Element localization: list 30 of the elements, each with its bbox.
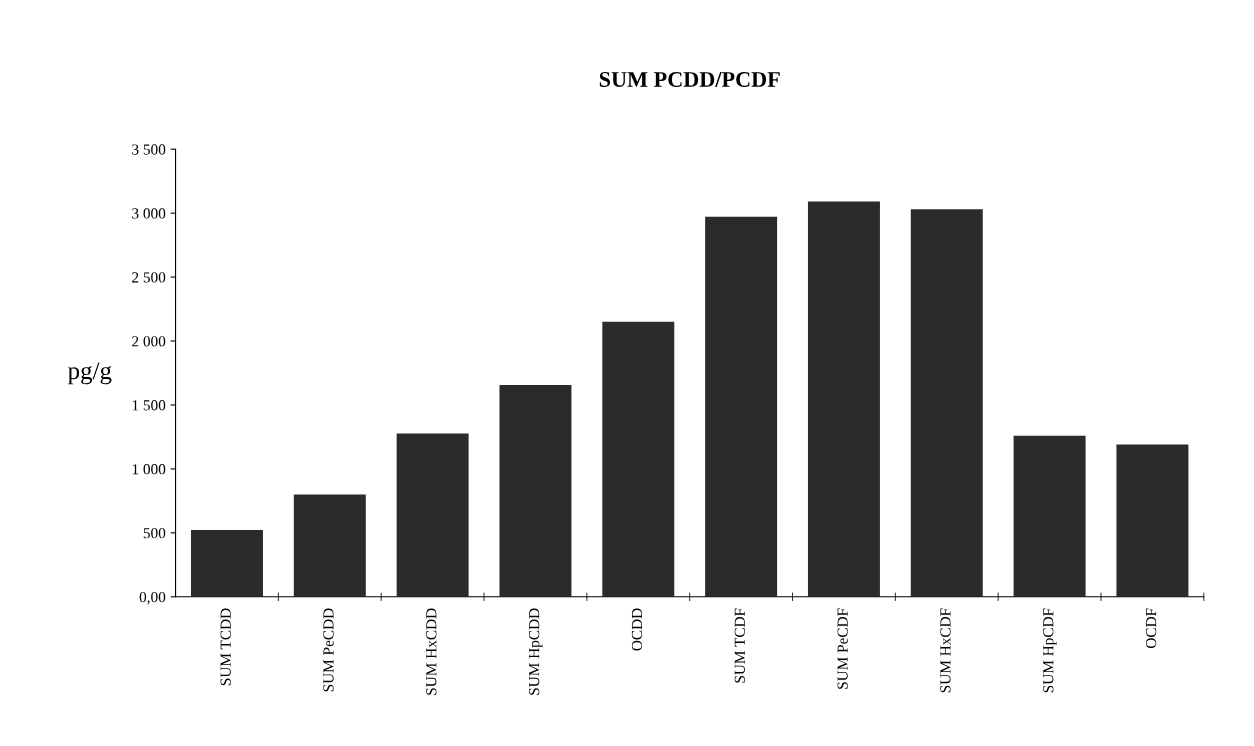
- y-tick-label: 2 500: [132, 272, 166, 283]
- bar: [602, 321, 675, 597]
- y-axis-title: pg/g: [67, 362, 112, 385]
- x-tick-label: SUM TCDD: [220, 608, 231, 686]
- bar: [1013, 435, 1086, 597]
- y-tick-label: 2 000: [132, 336, 166, 347]
- y-tick-label: 500: [143, 528, 166, 539]
- y-tick-label: 1 500: [132, 400, 166, 411]
- y-tick-label: 3 000: [132, 208, 166, 219]
- bar: [190, 529, 263, 597]
- bar: [1116, 444, 1189, 597]
- y-tick-label: 0,00: [139, 591, 166, 605]
- x-tick-label: SUM HxCDF: [940, 608, 951, 693]
- x-tick-label: SUM PeCDF: [837, 608, 848, 689]
- x-tick-label: SUM PeCDD: [323, 608, 334, 692]
- x-tick-label: SUM TCDF: [734, 608, 745, 683]
- x-tick-label: SUM HpCDF: [1043, 608, 1057, 693]
- x-tick-label: SUM HpCDD: [529, 608, 543, 695]
- x-tick-label: SUM HxCDD: [426, 608, 437, 695]
- y-tick-label: 1 000: [132, 464, 166, 475]
- bar: [499, 384, 572, 597]
- x-tick-label: OCDD: [631, 608, 643, 651]
- bar: [807, 201, 880, 597]
- bar: [396, 433, 469, 597]
- y-tick-label: 3 500: [132, 144, 166, 155]
- bar: [293, 494, 366, 597]
- chart-title: SUM PCDD/PCDF: [599, 71, 780, 87]
- bar: [705, 216, 778, 597]
- bar: [910, 209, 983, 597]
- x-tick-label: OCDF: [1145, 608, 1157, 649]
